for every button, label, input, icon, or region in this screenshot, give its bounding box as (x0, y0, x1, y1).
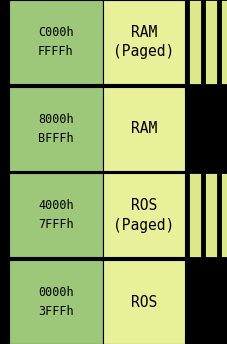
Bar (102, 87, 184, 171)
Text: RAM: RAM (130, 121, 156, 136)
Text: 0000h: 0000h (38, 286, 73, 299)
Bar (204, 173, 216, 257)
Bar (204, 0, 216, 84)
Bar (9, 0, 102, 84)
Bar (220, 0, 227, 84)
Text: RAM
(Paged): RAM (Paged) (113, 24, 173, 60)
Bar (9, 87, 102, 171)
Text: 8000h: 8000h (38, 112, 73, 126)
Text: FFFFh: FFFFh (38, 45, 73, 58)
Text: 7FFFh: 7FFFh (38, 218, 73, 232)
Bar (9, 173, 102, 257)
Bar (188, 0, 200, 84)
Bar (102, 0, 184, 84)
Text: C000h: C000h (38, 26, 73, 39)
Bar (102, 260, 184, 344)
Bar (220, 173, 227, 257)
Text: BFFFh: BFFFh (38, 132, 73, 145)
Bar (188, 173, 200, 257)
Text: 4000h: 4000h (38, 199, 73, 212)
Text: 3FFFh: 3FFFh (38, 305, 73, 318)
Text: ROS: ROS (130, 294, 156, 310)
Bar (102, 173, 184, 257)
Text: ROS
(Paged): ROS (Paged) (113, 198, 173, 233)
Bar (9, 260, 102, 344)
